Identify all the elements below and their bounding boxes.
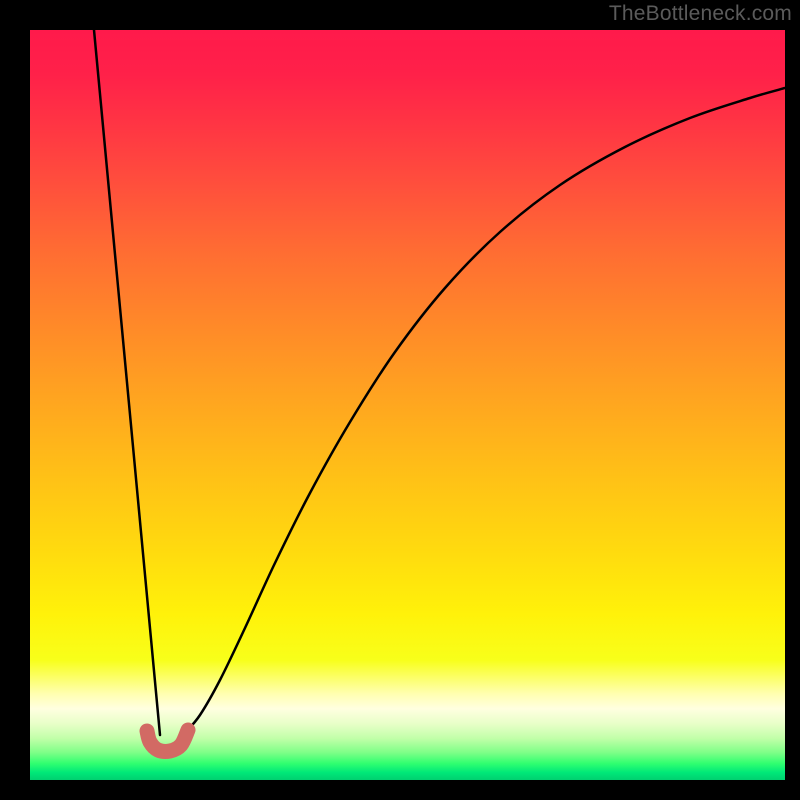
curve-overlay (30, 30, 785, 780)
valley-hook-marker (147, 730, 188, 751)
plot-area (30, 30, 785, 780)
left-line (94, 30, 160, 735)
chart-container: TheBottleneck.com (0, 0, 800, 800)
right-curve (185, 88, 785, 733)
watermark-text: TheBottleneck.com (609, 2, 792, 26)
